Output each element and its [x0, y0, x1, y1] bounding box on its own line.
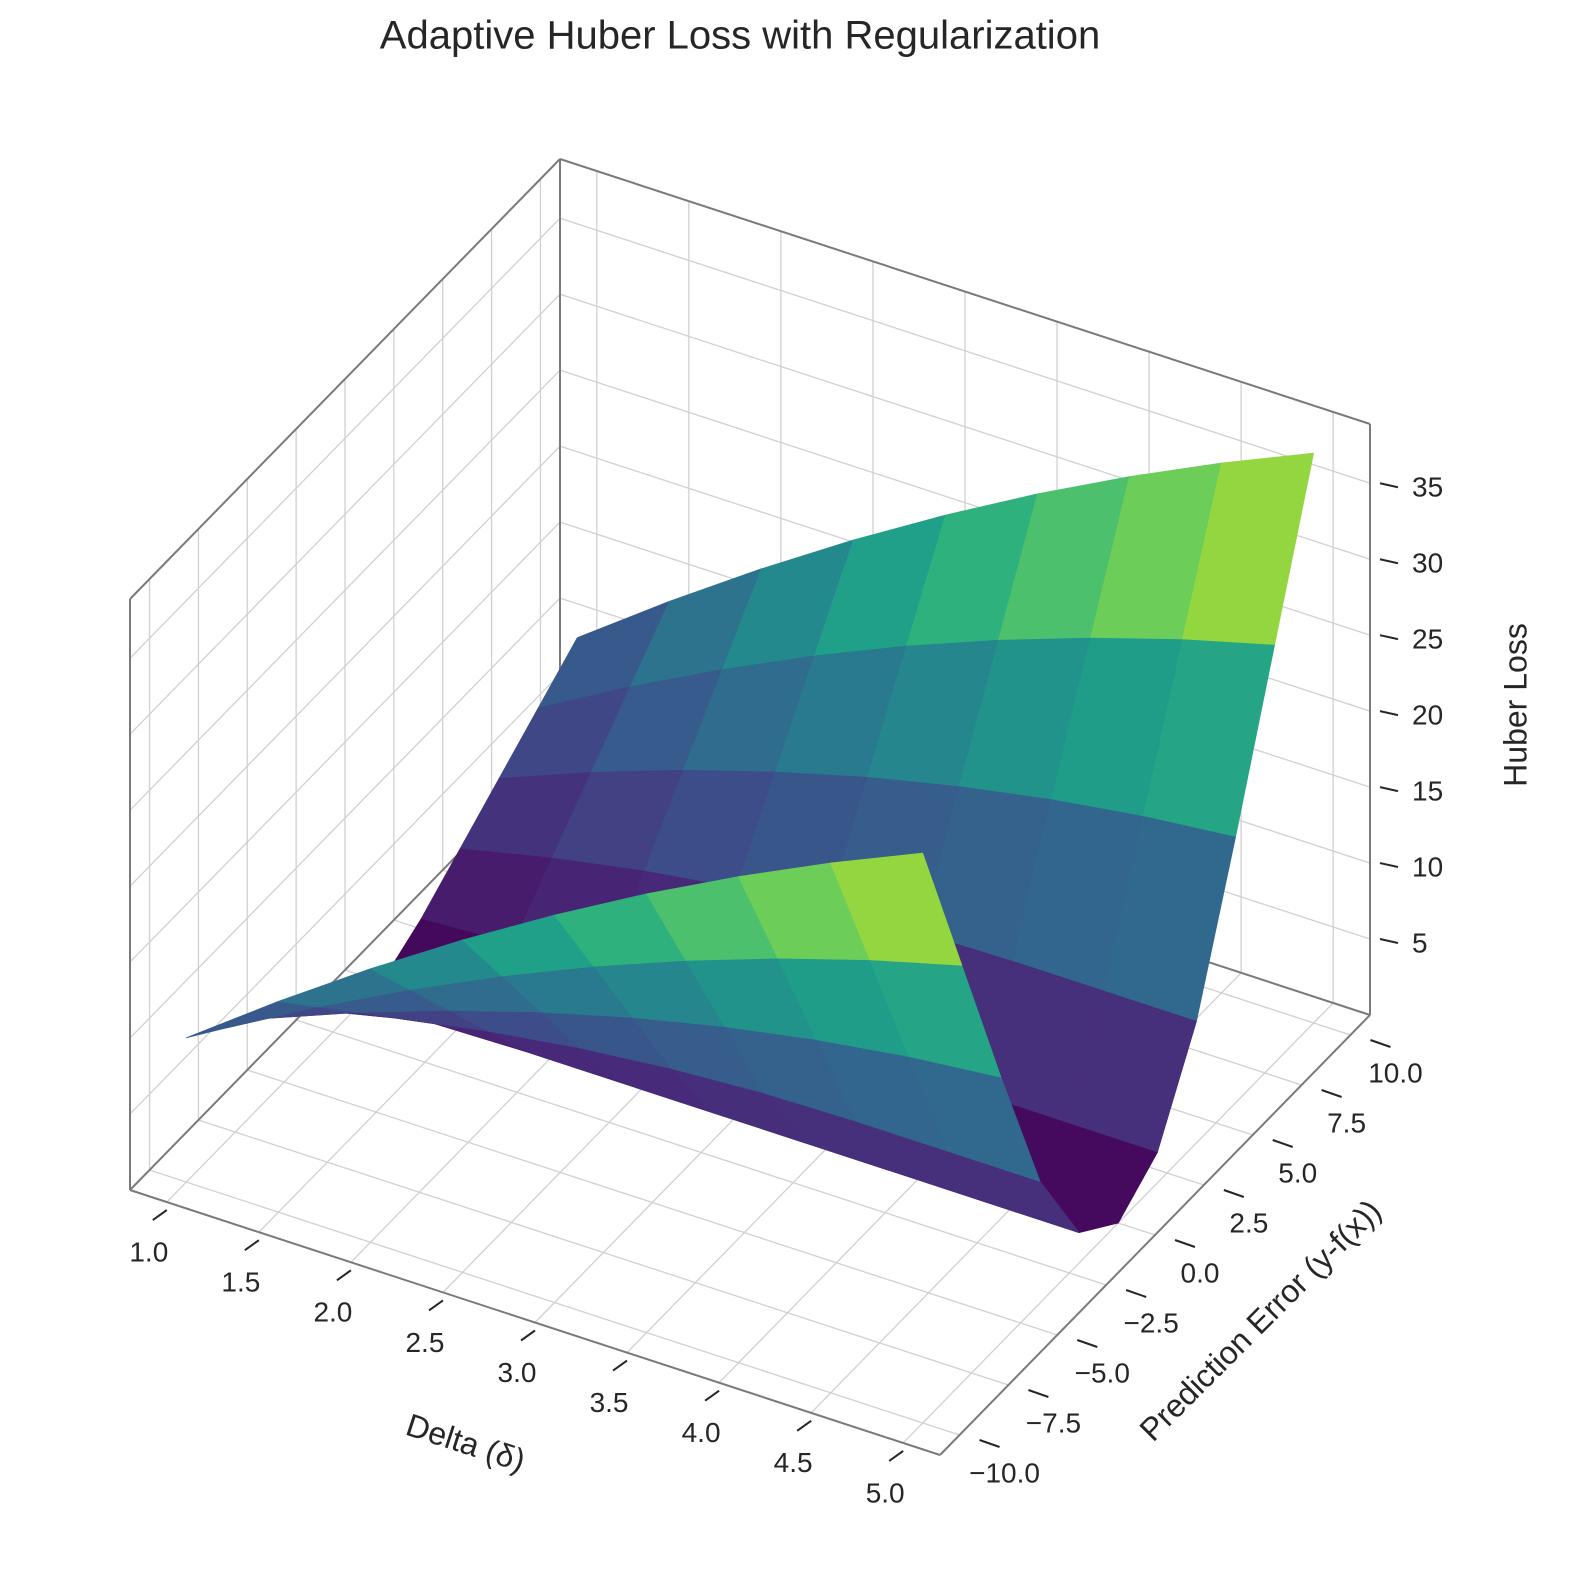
- axis-edge: [129, 158, 561, 600]
- tick-mark: [1028, 1389, 1049, 1398]
- z-tick-label: 20: [1412, 700, 1443, 731]
- axis-edge: [129, 1189, 941, 1456]
- x-tick-label: 4.0: [682, 1417, 721, 1448]
- z-axis-label: Huber Loss: [1497, 623, 1533, 787]
- grid-line: [149, 1169, 960, 1436]
- x-axis-label: Delta (δ): [402, 1406, 530, 1478]
- grid-line: [129, 597, 561, 1039]
- tick-mark: [520, 1329, 536, 1342]
- z-tick-label: 15: [1412, 775, 1443, 806]
- y-tick-label: 0.0: [1181, 1257, 1220, 1288]
- axis-edge: [559, 158, 1371, 425]
- grid-line: [129, 673, 561, 1115]
- tick-mark: [612, 1359, 628, 1372]
- tick-mark: [1379, 634, 1399, 641]
- tick-mark: [1379, 710, 1399, 717]
- tick-mark: [796, 1420, 812, 1432]
- tick-mark: [888, 1450, 904, 1462]
- tick-mark: [1076, 1339, 1098, 1348]
- grid-line: [198, 1119, 1009, 1386]
- tick-mark: [1321, 1089, 1342, 1098]
- tick-mark: [1379, 938, 1399, 945]
- y-tick-label: 2.5: [1229, 1207, 1268, 1238]
- surface-face: [830, 852, 963, 966]
- x-tick-label: 4.5: [774, 1447, 813, 1478]
- z-tick-label: 10: [1412, 851, 1443, 882]
- tick-mark: [1379, 786, 1399, 793]
- tick-mark: [1223, 1189, 1245, 1198]
- tick-mark: [1125, 1289, 1147, 1298]
- tick-mark: [979, 1439, 1000, 1448]
- y-tick-label: 5.0: [1278, 1157, 1317, 1188]
- y-tick-label: −10.0: [969, 1457, 1040, 1488]
- tick-mark: [1272, 1139, 1294, 1148]
- tick-mark: [704, 1389, 720, 1402]
- tick-mark: [1174, 1239, 1196, 1248]
- axis-edge: [939, 1014, 1371, 1456]
- z-tick-label: 35: [1412, 472, 1443, 503]
- x-tick-label: 3.5: [590, 1387, 629, 1418]
- tick-mark: [428, 1299, 444, 1312]
- x-tick-label: 2.5: [405, 1327, 444, 1358]
- y-tick-label: 10.0: [1368, 1057, 1423, 1088]
- y-tick-label: −7.5: [1026, 1407, 1081, 1438]
- chart-title: Adaptive Huber Loss with Regularization: [380, 14, 1100, 58]
- tick-mark: [1379, 862, 1399, 869]
- grid-line: [129, 369, 561, 811]
- x-tick-label: 2.0: [313, 1297, 352, 1328]
- grid-line: [129, 521, 561, 963]
- y-tick-label: −5.0: [1075, 1357, 1130, 1388]
- x-tick-label: 1.5: [221, 1267, 260, 1298]
- tick-mark: [244, 1239, 260, 1251]
- x-tick-label: 5.0: [866, 1477, 905, 1508]
- grid-line: [295, 1019, 1107, 1286]
- y-tick-label: −2.5: [1123, 1307, 1178, 1338]
- tick-mark: [1379, 558, 1399, 565]
- z-tick-label: 25: [1412, 624, 1443, 655]
- grid-line: [247, 1069, 1058, 1336]
- tick-mark: [336, 1269, 352, 1282]
- grid-line: [559, 217, 1371, 484]
- tick-mark: [1379, 482, 1399, 489]
- x-tick-label: 3.0: [498, 1357, 537, 1388]
- y-tick-label: 7.5: [1327, 1107, 1366, 1138]
- grid-line: [129, 293, 561, 735]
- z-tick-label: 30: [1412, 548, 1443, 579]
- x-tick-label: 1.0: [129, 1236, 168, 1267]
- z-tick-label: 5: [1412, 927, 1428, 958]
- grid-line: [129, 445, 561, 887]
- grid-line: [129, 217, 561, 659]
- tick-mark: [1370, 1039, 1391, 1048]
- tick-mark: [152, 1209, 168, 1221]
